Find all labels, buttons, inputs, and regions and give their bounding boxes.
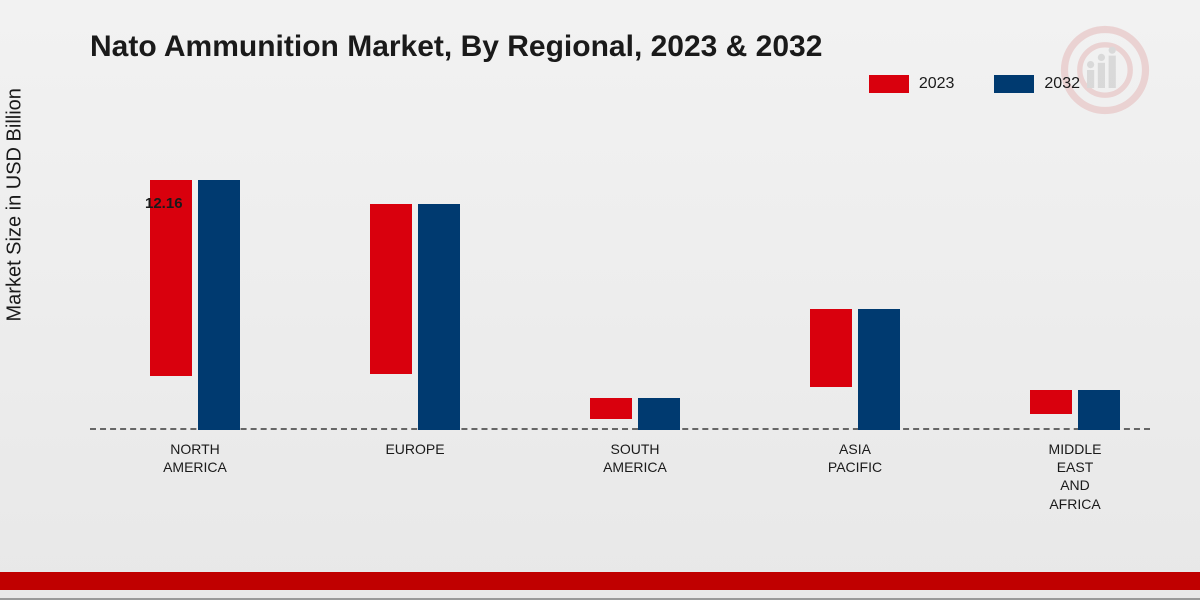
bar-group (370, 204, 460, 430)
chart-container: Nato Ammunition Market, By Regional, 202… (0, 0, 1200, 600)
x-axis-label: ASIAPACIFIC (805, 440, 905, 476)
bar-group (810, 309, 900, 430)
legend-item-2032: 2032 (994, 75, 1080, 93)
bar-group (1030, 390, 1120, 430)
legend: 2023 2032 (869, 75, 1080, 93)
legend-label-2032: 2032 (1044, 75, 1080, 93)
x-axis-label: NORTHAMERICA (145, 440, 245, 476)
bar (1030, 390, 1072, 414)
bar-group (150, 180, 240, 430)
chart-title: Nato Ammunition Market, By Regional, 202… (90, 30, 1150, 64)
bar (858, 309, 900, 430)
bar-group (590, 398, 680, 430)
plot-area: 12.16 (90, 140, 1150, 430)
legend-item-2023: 2023 (869, 75, 955, 93)
x-axis-label: MIDDLEEASTANDAFRICA (1025, 440, 1125, 513)
bar (370, 204, 412, 373)
legend-swatch-2023 (869, 75, 909, 93)
legend-label-2023: 2023 (919, 75, 955, 93)
bar (638, 398, 680, 430)
bar (590, 398, 632, 419)
data-label: 12.16 (145, 195, 183, 212)
y-axis-label: Market Size in USD Billion (4, 88, 27, 321)
bar (1078, 390, 1120, 430)
bar (418, 204, 460, 430)
bar (810, 309, 852, 386)
x-axis-label: SOUTHAMERICA (585, 440, 685, 476)
footer-bar (0, 572, 1200, 590)
bar (198, 180, 240, 430)
x-axis-label: EUROPE (365, 440, 465, 458)
legend-swatch-2032 (994, 75, 1034, 93)
watermark-logo (1060, 25, 1150, 115)
